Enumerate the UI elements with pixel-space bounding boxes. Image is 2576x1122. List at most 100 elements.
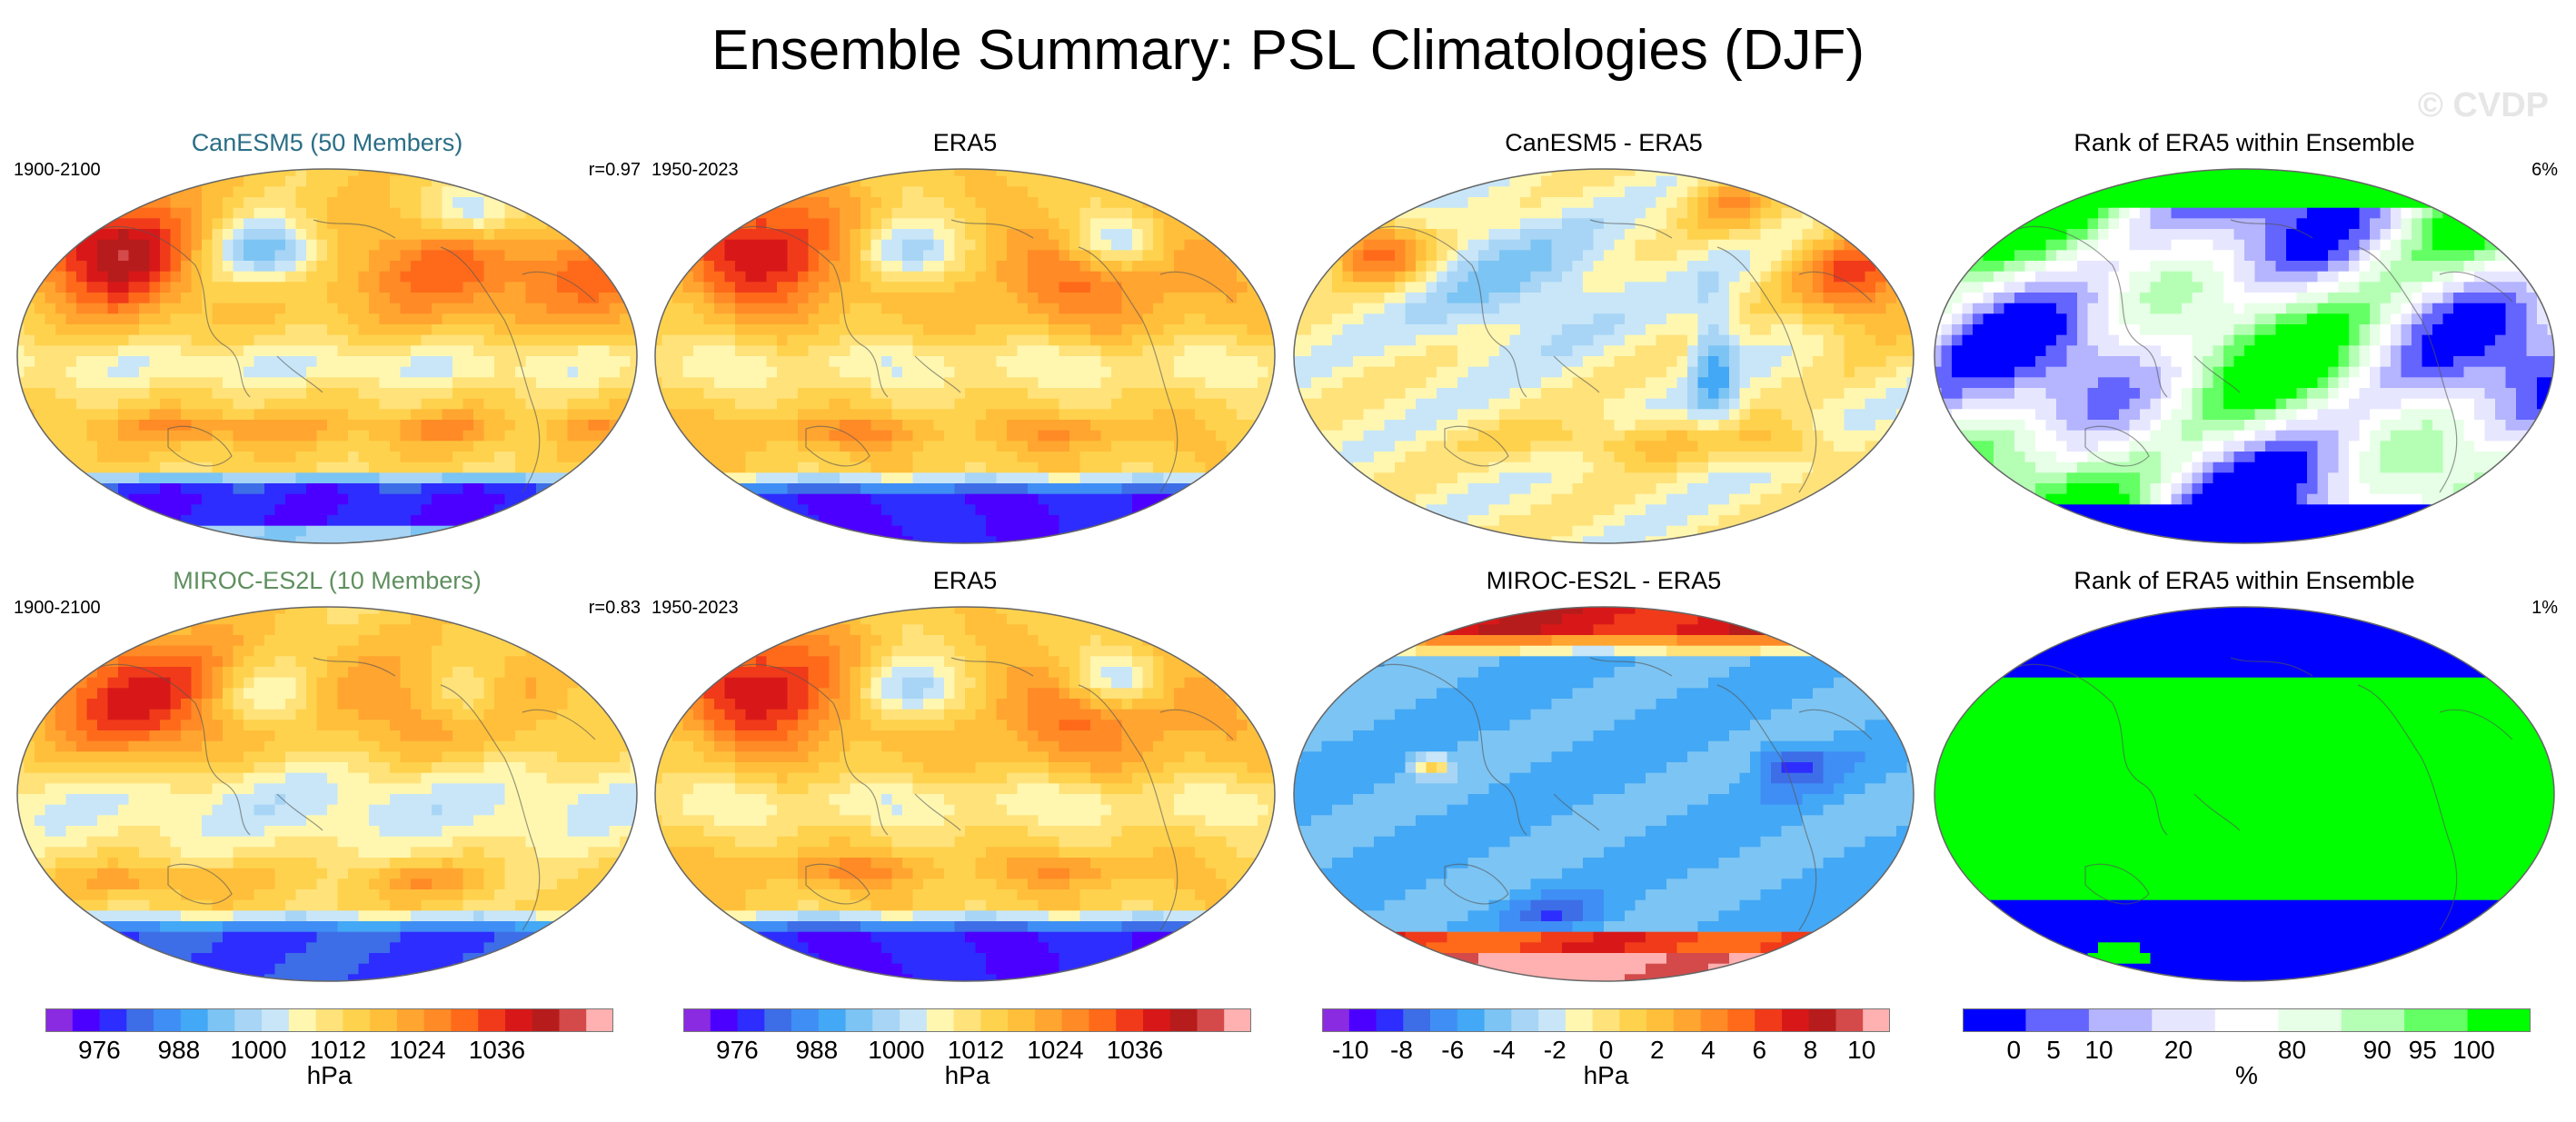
map-cell (1395, 452, 1407, 463)
map-cell (35, 377, 46, 389)
map-cell (1184, 388, 1196, 400)
map-cell (149, 493, 161, 505)
map-cell (76, 409, 88, 421)
map-cell (1258, 207, 1269, 219)
map-cell (557, 186, 569, 198)
map-cell (139, 536, 151, 543)
map-cell (567, 493, 579, 505)
map-cell (1437, 271, 1448, 283)
map-cell (1184, 303, 1196, 314)
map-cell (1007, 186, 1019, 198)
map-cell (870, 239, 882, 251)
map-cell (682, 472, 694, 484)
map-cell (504, 207, 516, 219)
map-cell (1153, 169, 1165, 177)
map-cell (306, 398, 318, 410)
map-cell (1100, 472, 1112, 484)
map-cell (316, 398, 328, 410)
map-cell (756, 388, 768, 400)
map-cell (223, 452, 234, 463)
map-cell (557, 462, 569, 473)
map-cell (1205, 334, 1217, 346)
map-cell (567, 345, 579, 357)
map-cell (1321, 388, 1333, 400)
map-cell (128, 377, 140, 389)
map-cell (285, 504, 297, 516)
map-cell (682, 504, 694, 516)
map-cell (160, 441, 172, 452)
map-cell (432, 186, 443, 198)
map-cell (1121, 250, 1133, 262)
map-cell (1300, 366, 1312, 378)
map-cell (316, 271, 328, 283)
map-cell (453, 334, 464, 346)
map-cell (149, 420, 161, 432)
map-cell (274, 282, 286, 293)
map-cell (316, 345, 328, 357)
map-cell (1017, 441, 1029, 452)
map-cell (254, 483, 265, 495)
map-cell (923, 271, 935, 283)
map-cell (327, 303, 339, 314)
map-cell (1416, 356, 1427, 368)
map-cell (483, 175, 495, 187)
map-cell (1258, 218, 1269, 230)
map-cell (379, 504, 391, 516)
map-cell (1028, 261, 1039, 273)
map-cell (787, 313, 799, 325)
map-cell (1237, 409, 1248, 421)
map-cell (870, 420, 882, 432)
map-cell (149, 261, 161, 273)
map-cell (254, 197, 265, 209)
map-cell (1258, 356, 1269, 368)
map-cell (840, 493, 851, 505)
map-cell (1437, 366, 1448, 378)
map-cell (1007, 493, 1019, 505)
map-cell (1332, 515, 1344, 527)
map-cell (1258, 515, 1269, 527)
map-cell (557, 313, 569, 325)
map-cell (1294, 525, 1302, 537)
map-cell (923, 186, 935, 198)
map-cell (599, 313, 611, 325)
map-cell (1216, 175, 1228, 187)
map-cell (473, 452, 485, 463)
map-cell (473, 398, 485, 410)
map-cell (453, 345, 464, 357)
map-cell (902, 218, 914, 230)
map-cell (578, 388, 590, 400)
map-cell (714, 493, 726, 505)
map-cell (1268, 186, 1275, 198)
map-cell (609, 377, 621, 389)
map-cell (432, 229, 443, 241)
map-cell (1384, 504, 1396, 516)
map-cell (735, 515, 747, 527)
map-cell (630, 366, 637, 378)
map-cell (655, 420, 663, 432)
map-cell (202, 229, 214, 241)
map-cell (285, 239, 297, 251)
map-cell (473, 366, 485, 378)
map-cell (212, 207, 224, 219)
map-cell (1395, 420, 1407, 432)
map-cell (1100, 493, 1112, 505)
map-cell (1121, 409, 1133, 421)
map-cell (661, 218, 673, 230)
map-cell (630, 441, 637, 452)
map-cell (536, 366, 548, 378)
map-cell (327, 452, 339, 463)
map-cell (655, 409, 663, 421)
map-cell (76, 430, 88, 442)
map-cell (264, 493, 276, 505)
map-cell (620, 452, 632, 463)
map-cell (1174, 356, 1186, 368)
map-cell (160, 493, 172, 505)
map-cell (1457, 398, 1469, 410)
map-cell (55, 356, 67, 368)
map-cell (118, 483, 130, 495)
map-cell (118, 261, 130, 273)
map-cell (777, 452, 789, 463)
map-cell (840, 271, 851, 283)
map-cell (1395, 483, 1407, 495)
map-cell (693, 218, 705, 230)
